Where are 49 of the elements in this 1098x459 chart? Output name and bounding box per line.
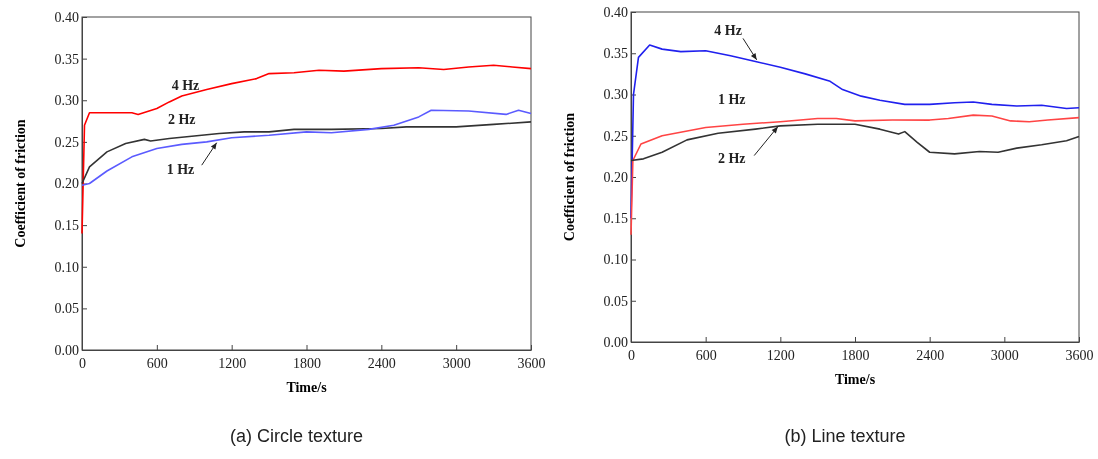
- y-tick-label: 0.05: [603, 293, 628, 309]
- x-tick-label: 1200: [218, 356, 247, 372]
- y-tick-label: 0.10: [603, 252, 628, 268]
- line-series: [630, 114, 1080, 236]
- x-tick-label: 2400: [916, 348, 945, 364]
- series-label: 2 Hz: [718, 150, 746, 166]
- line-series: [630, 44, 1080, 220]
- x-tick-label: 2400: [367, 356, 396, 372]
- y-tick-label: 0.35: [603, 46, 628, 62]
- y-axis-title: Coefficient of friction: [13, 119, 28, 248]
- x-tick-label: 1800: [841, 348, 870, 364]
- y-tick-label: 0.15: [603, 211, 628, 227]
- series-label: 1 Hz: [166, 162, 195, 178]
- y-tick-label: 0.05: [54, 301, 79, 317]
- y-tick-label: 0.40: [603, 4, 628, 20]
- series-label: 4 Hz: [171, 78, 200, 94]
- y-tick-label: 0.25: [603, 128, 628, 144]
- y-tick-label: 0.00: [54, 342, 79, 358]
- x-tick-label: 3000: [990, 348, 1019, 364]
- y-tick-label: 0.35: [54, 51, 79, 67]
- series-label: 4 Hz: [714, 23, 742, 39]
- y-axis-title: Coefficient of friction: [562, 112, 577, 242]
- y-tick-label: 0.30: [603, 87, 628, 103]
- line-series: [630, 123, 1080, 162]
- y-tick-label: 0.40: [54, 9, 79, 25]
- y-tick-label: 0.00: [603, 334, 628, 350]
- x-tick-label: 600: [695, 348, 717, 364]
- x-axis-title: Time/s: [834, 372, 876, 387]
- y-tick-label: 0.10: [54, 259, 79, 275]
- x-tick-label: 0: [79, 356, 86, 372]
- series-label: 2 Hz: [167, 112, 196, 128]
- y-tick-label: 0.20: [603, 169, 628, 185]
- x-tick-label: 600: [146, 356, 168, 372]
- y-tick-label: 0.25: [54, 134, 79, 150]
- y-tick-label: 0.20: [54, 176, 79, 192]
- series-label: 1 Hz: [718, 92, 746, 108]
- text: (a) Circle texture: [229, 426, 364, 446]
- x-tick-label: 0: [628, 348, 635, 364]
- x-tick-label: 3600: [517, 356, 546, 372]
- x-tick-label: 3000: [442, 356, 471, 372]
- text: (b) Line texture: [784, 426, 906, 446]
- y-tick-label: 0.15: [54, 218, 79, 234]
- line-series: [81, 64, 532, 235]
- x-tick-label: 3600: [1065, 348, 1094, 364]
- x-tick-label: 1200: [766, 348, 795, 364]
- x-axis-title: Time/s: [286, 380, 328, 395]
- y-tick-label: 0.30: [54, 93, 79, 109]
- x-tick-label: 1800: [293, 356, 321, 372]
- line-series: [81, 109, 532, 186]
